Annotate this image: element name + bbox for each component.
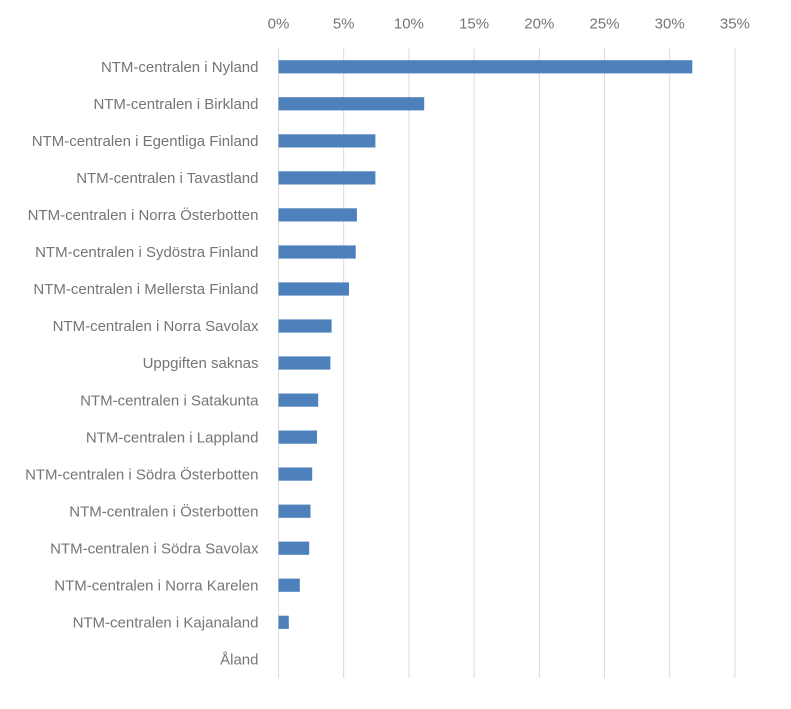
svg-text:NTM-centralen i Mellersta Finl: NTM-centralen i Mellersta Finland — [33, 281, 258, 298]
svg-text:35%: 35% — [720, 16, 750, 33]
svg-text:NTM-centralen i Norra Savolax: NTM-centralen i Norra Savolax — [53, 318, 259, 335]
svg-text:NTM-centralen i Österbotten: NTM-centralen i Österbotten — [69, 502, 258, 520]
svg-text:NTM-centralen i Norra Karelen: NTM-centralen i Norra Karelen — [54, 577, 258, 594]
svg-text:NTM-centralen i Birkland: NTM-centralen i Birkland — [93, 96, 258, 113]
svg-text:NTM-centralen i Nyland: NTM-centralen i Nyland — [101, 59, 259, 76]
svg-text:0%: 0% — [268, 16, 290, 33]
svg-text:30%: 30% — [655, 16, 685, 33]
svg-text:NTM-centralen i Södra Österbot: NTM-centralen i Södra Österbotten — [25, 465, 258, 483]
svg-text:5%: 5% — [333, 16, 355, 33]
svg-text:Uppgiften saknas: Uppgiften saknas — [143, 355, 259, 372]
svg-text:Åland: Åland — [220, 652, 258, 669]
svg-text:NTM-centralen i Satakunta: NTM-centralen i Satakunta — [80, 392, 259, 409]
svg-text:NTM-centralen i Egentliga Finl: NTM-centralen i Egentliga Finland — [32, 133, 259, 150]
svg-text:10%: 10% — [394, 16, 424, 33]
svg-text:NTM-centralen i Lappland: NTM-centralen i Lappland — [86, 429, 259, 446]
svg-text:NTM-centralen i Sydöstra Finla: NTM-centralen i Sydöstra Finland — [35, 244, 258, 261]
svg-text:NTM-centralen i Kajanaland: NTM-centralen i Kajanaland — [73, 615, 259, 632]
svg-text:15%: 15% — [459, 16, 489, 33]
svg-text:25%: 25% — [589, 16, 619, 33]
svg-text:20%: 20% — [524, 16, 554, 33]
svg-text:NTM-centralen i Norra Österbot: NTM-centralen i Norra Österbotten — [28, 206, 259, 224]
svg-text:NTM-centralen i Tavastland: NTM-centralen i Tavastland — [76, 170, 258, 187]
svg-text:NTM-centralen i Södra Savolax: NTM-centralen i Södra Savolax — [50, 540, 259, 557]
